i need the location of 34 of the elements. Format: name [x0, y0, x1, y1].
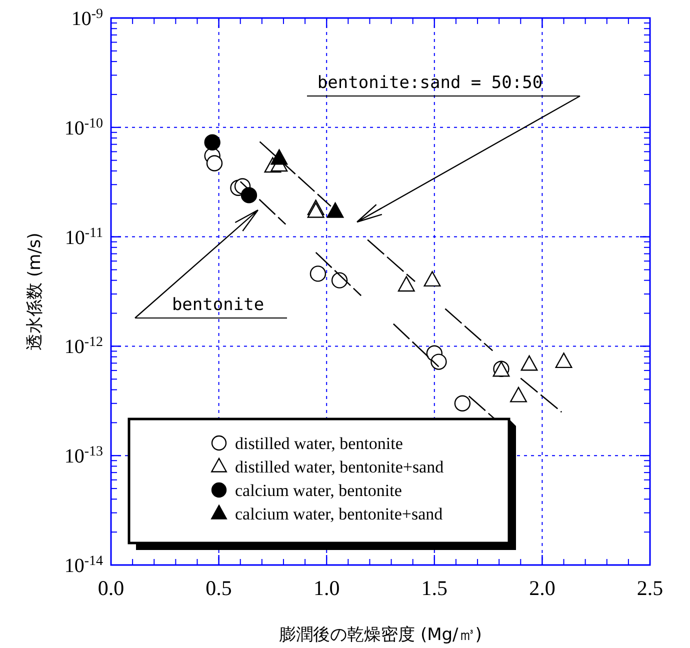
point [310, 266, 326, 282]
point [270, 149, 288, 165]
x-tick-label: 0.5 [206, 576, 232, 600]
point [204, 134, 220, 150]
y-tick-label: 10$^{-14}$ [64, 554, 103, 577]
point [240, 187, 258, 204]
point [206, 155, 223, 172]
point [331, 272, 348, 288]
legend-label: calcium water, bentonite [235, 481, 402, 500]
y-tick-label: 10$^{-12}$ [64, 334, 103, 358]
point [510, 386, 527, 402]
point [398, 276, 415, 292]
y-axis-title: 透水係数 (m/s) [25, 232, 45, 350]
x-tick-label: 1.0 [313, 576, 340, 600]
point [326, 202, 344, 218]
x-tick-label: 0.0 [98, 576, 124, 600]
point [454, 395, 471, 412]
legend-label: distilled water, bentonite+sand [235, 458, 444, 476]
x-tick-label: 1.5 [421, 576, 448, 600]
y-tick-label: 10$^{-10}$ [64, 116, 103, 140]
y-tick-label: 10$^{-9}$ [71, 6, 103, 30]
point [424, 271, 441, 287]
point [430, 354, 447, 370]
annotation: bentonite:sand = 50:50 [317, 73, 543, 93]
legend-label: distilled water, bentonite [235, 434, 403, 453]
point [555, 352, 572, 368]
annotation: bentonite [172, 295, 264, 315]
x-axis-title: 膨潤後の乾燥密度 (Mg/㎥) [279, 625, 482, 645]
y-tick-label: 10$^{-11}$ [64, 225, 103, 249]
legend-label: calcium water, bentonite+sand [235, 504, 444, 524]
x-tick-label: 2.5 [636, 576, 664, 600]
point [520, 355, 538, 371]
x-tick-label: 2.0 [529, 576, 556, 600]
y-tick-label: 10$^{-13}$ [64, 444, 103, 468]
